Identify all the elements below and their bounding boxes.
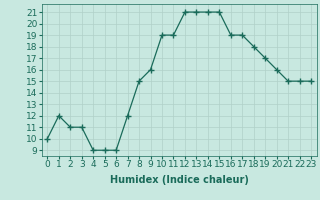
X-axis label: Humidex (Indice chaleur): Humidex (Indice chaleur) xyxy=(110,175,249,185)
